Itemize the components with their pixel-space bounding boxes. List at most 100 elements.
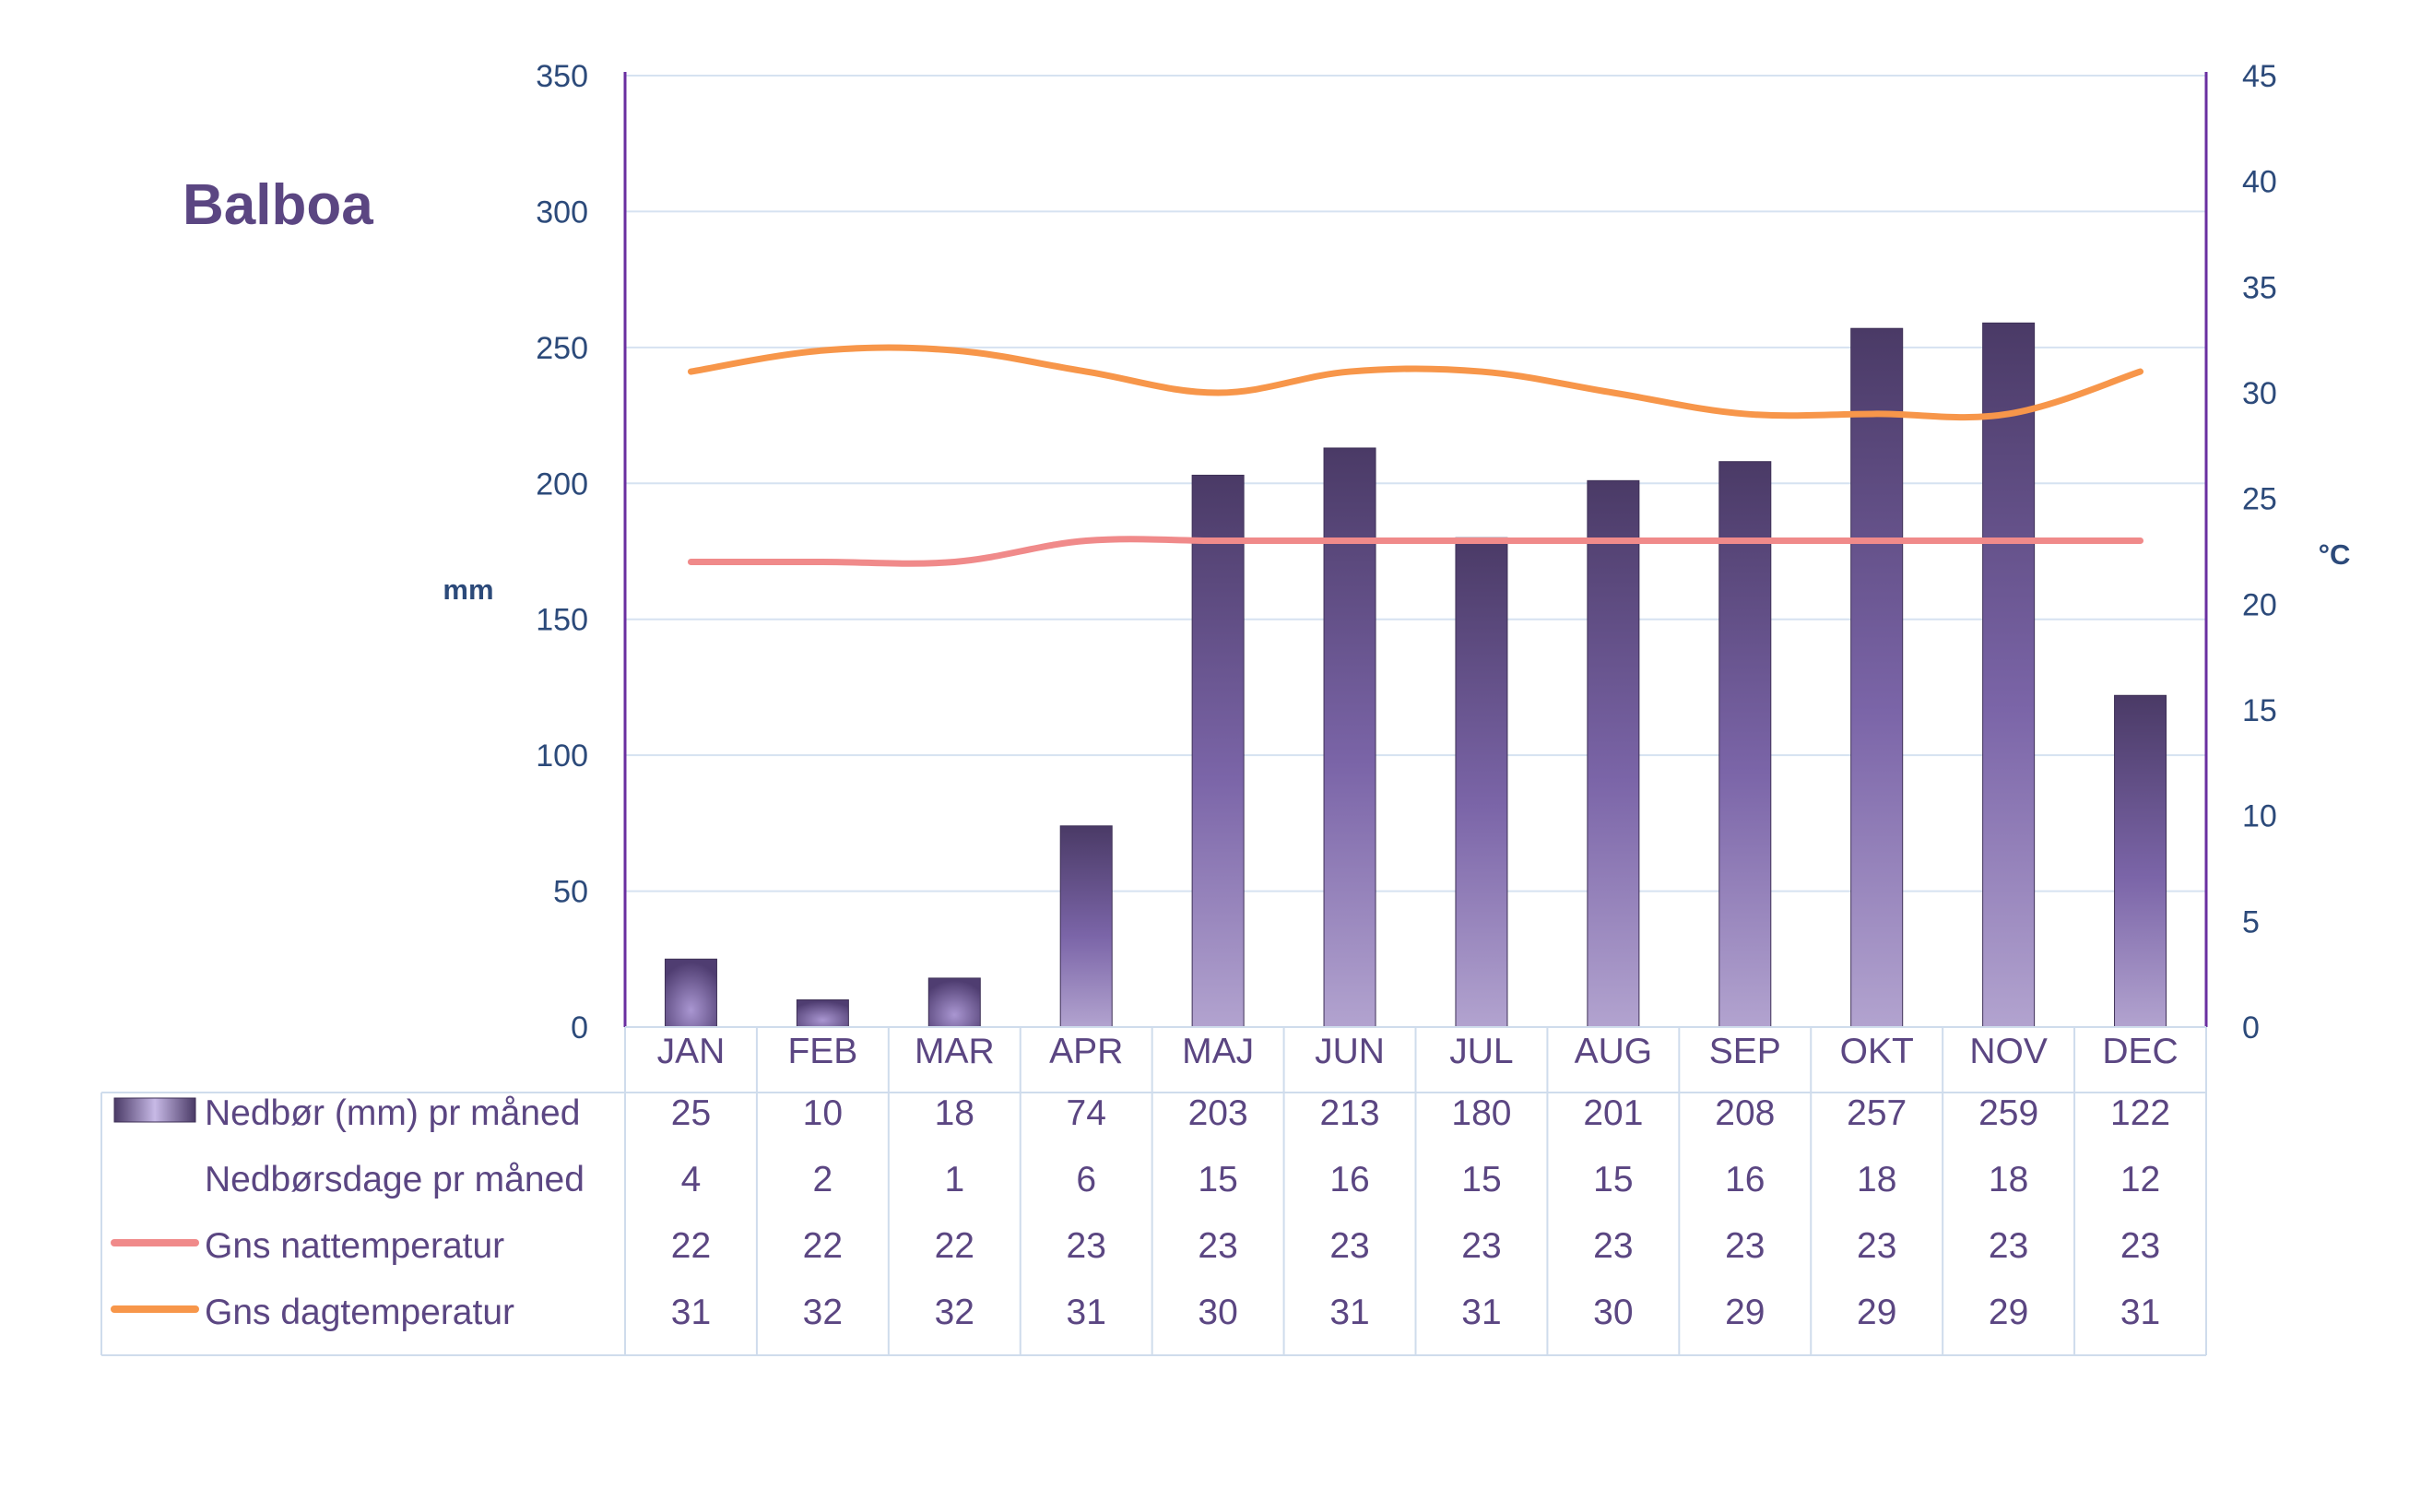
row-label: Nedbørsdage pr måned: [205, 1160, 585, 1199]
table-cell: 18: [1989, 1160, 2028, 1199]
table-cell: 29: [1857, 1293, 1896, 1332]
month-label-mar: MAR: [915, 1032, 995, 1071]
table-cell: 31: [2120, 1293, 2160, 1332]
legend-key-precipitation: [113, 1097, 196, 1123]
table-cell: 30: [1593, 1293, 1633, 1332]
left-axis-tick-label: 50: [553, 875, 588, 910]
table-cell: 16: [1725, 1160, 1765, 1199]
right-axis-tick-label: 30: [2242, 376, 2277, 411]
bar-jan: [664, 958, 717, 1028]
row-label: Nedbør (mm) pr måned: [205, 1093, 580, 1133]
bar-sep: [1718, 461, 1772, 1028]
month-label-jul: JUL: [1449, 1032, 1513, 1071]
left-axis-tick-label: 100: [536, 738, 588, 774]
table-cell: 6: [1076, 1160, 1096, 1199]
table-cell: 23: [1857, 1226, 1896, 1266]
table-cell: 31: [671, 1293, 711, 1332]
table-cell: 31: [1329, 1293, 1369, 1332]
month-label-dec: DEC: [2102, 1032, 2178, 1071]
right-axis-tick-label: 10: [2242, 799, 2277, 834]
table-cell: 259: [1978, 1093, 2038, 1133]
table-cell: 29: [1989, 1293, 2028, 1332]
bar-jun: [1323, 447, 1376, 1028]
bar-mar: [927, 977, 981, 1028]
table-cell: 257: [1847, 1093, 1907, 1133]
table-cell: 32: [935, 1293, 974, 1332]
night-temperature-line: [687, 536, 2144, 567]
table-cell: 23: [1198, 1226, 1237, 1266]
line-series: [687, 344, 2144, 567]
month-label-feb: FEB: [787, 1032, 857, 1071]
bar-nov: [1982, 322, 2036, 1028]
bar-apr: [1059, 825, 1113, 1028]
table-cell: 18: [935, 1093, 974, 1133]
table-cell: 32: [803, 1293, 843, 1332]
bar-aug: [1587, 479, 1640, 1028]
month-label-maj: MAJ: [1182, 1032, 1254, 1071]
table-cell: 23: [1989, 1226, 2028, 1266]
table-cell: 25: [671, 1093, 711, 1133]
table-cell: 213: [1320, 1093, 1380, 1133]
table-cell: 31: [1067, 1293, 1106, 1332]
table-cell: 4: [681, 1160, 702, 1199]
month-label-apr: APR: [1049, 1032, 1123, 1071]
chart-title: Balboa: [183, 173, 373, 237]
left-axis-tick-label: 250: [536, 331, 588, 366]
month-label-nov: NOV: [1969, 1032, 2048, 1071]
right-axis-tick-label: 20: [2242, 587, 2277, 622]
right-axis-tick-label: 40: [2242, 165, 2277, 200]
row-label: Gns nattemperatur: [205, 1226, 504, 1266]
table-cell: 22: [671, 1226, 711, 1266]
table-cell: 30: [1198, 1293, 1237, 1332]
table-cell: 23: [2120, 1226, 2160, 1266]
table-cell: 122: [2110, 1093, 2170, 1133]
right-axis-tick-label: 35: [2242, 270, 2277, 305]
table-cell: 22: [935, 1226, 974, 1266]
table-cell: 15: [1593, 1160, 1633, 1199]
table-cell: 180: [1451, 1093, 1511, 1133]
right-axis-tick-label: 25: [2242, 482, 2277, 517]
table-cell: 22: [803, 1226, 843, 1266]
row-label: Gns dagtemperatur: [205, 1293, 514, 1332]
axes: 0 50 100 150 200 250 300 350 0 5 10 15 20 25 30 35 40 45 m…: [443, 59, 2350, 1045]
table-cell: 23: [1329, 1226, 1369, 1266]
day-temperature-line: [687, 344, 2144, 421]
gridlines: [625, 75, 2206, 892]
table-cell: 2: [813, 1160, 833, 1199]
bar-series: [664, 322, 2167, 1028]
bar-jul: [1455, 537, 1508, 1028]
month-label-okt: OKT: [1840, 1032, 1914, 1071]
left-axis-tick-label: 200: [536, 467, 588, 502]
table-cell: 29: [1725, 1293, 1765, 1332]
bar-dec: [2114, 694, 2167, 1028]
month-label-jun: JUN: [1315, 1032, 1385, 1071]
table-cell: 1: [944, 1160, 964, 1199]
table-cell: 12: [2120, 1160, 2160, 1199]
data-table: JAN FEB MAR APR MAJ JUN JUL AUG SEP OKT NOV DEC Nedb…: [100, 1026, 2207, 1356]
right-axis-unit-label: °C: [2319, 538, 2351, 571]
left-axis-unit-label: mm: [443, 573, 493, 606]
table-cell: 23: [1593, 1226, 1633, 1266]
right-axis-tick-label: 5: [2242, 904, 2260, 939]
left-axis-tick-label: 350: [536, 59, 588, 94]
month-label-aug: AUG: [1575, 1032, 1653, 1071]
table-cell: 15: [1461, 1160, 1501, 1199]
table-cell: 18: [1857, 1160, 1896, 1199]
table-cell: 10: [803, 1093, 843, 1133]
table-cell: 16: [1329, 1160, 1369, 1199]
left-axis-tick-label: 300: [536, 195, 588, 230]
table-cell: 23: [1067, 1226, 1106, 1266]
left-axis-tick-label: 0: [571, 1010, 588, 1045]
table-cell: 31: [1461, 1293, 1501, 1332]
left-axis-tick-label: 150: [536, 603, 588, 638]
table-cell: 23: [1461, 1226, 1501, 1266]
right-axis-tick-label: 0: [2242, 1010, 2260, 1045]
table-cell: 201: [1583, 1093, 1643, 1133]
bar-feb: [796, 999, 849, 1028]
table-cell: 15: [1198, 1160, 1237, 1199]
bar-okt: [1850, 327, 1904, 1028]
month-label-jan: JAN: [657, 1032, 726, 1071]
table-cell: 208: [1715, 1093, 1775, 1133]
bar-maj: [1191, 474, 1245, 1028]
